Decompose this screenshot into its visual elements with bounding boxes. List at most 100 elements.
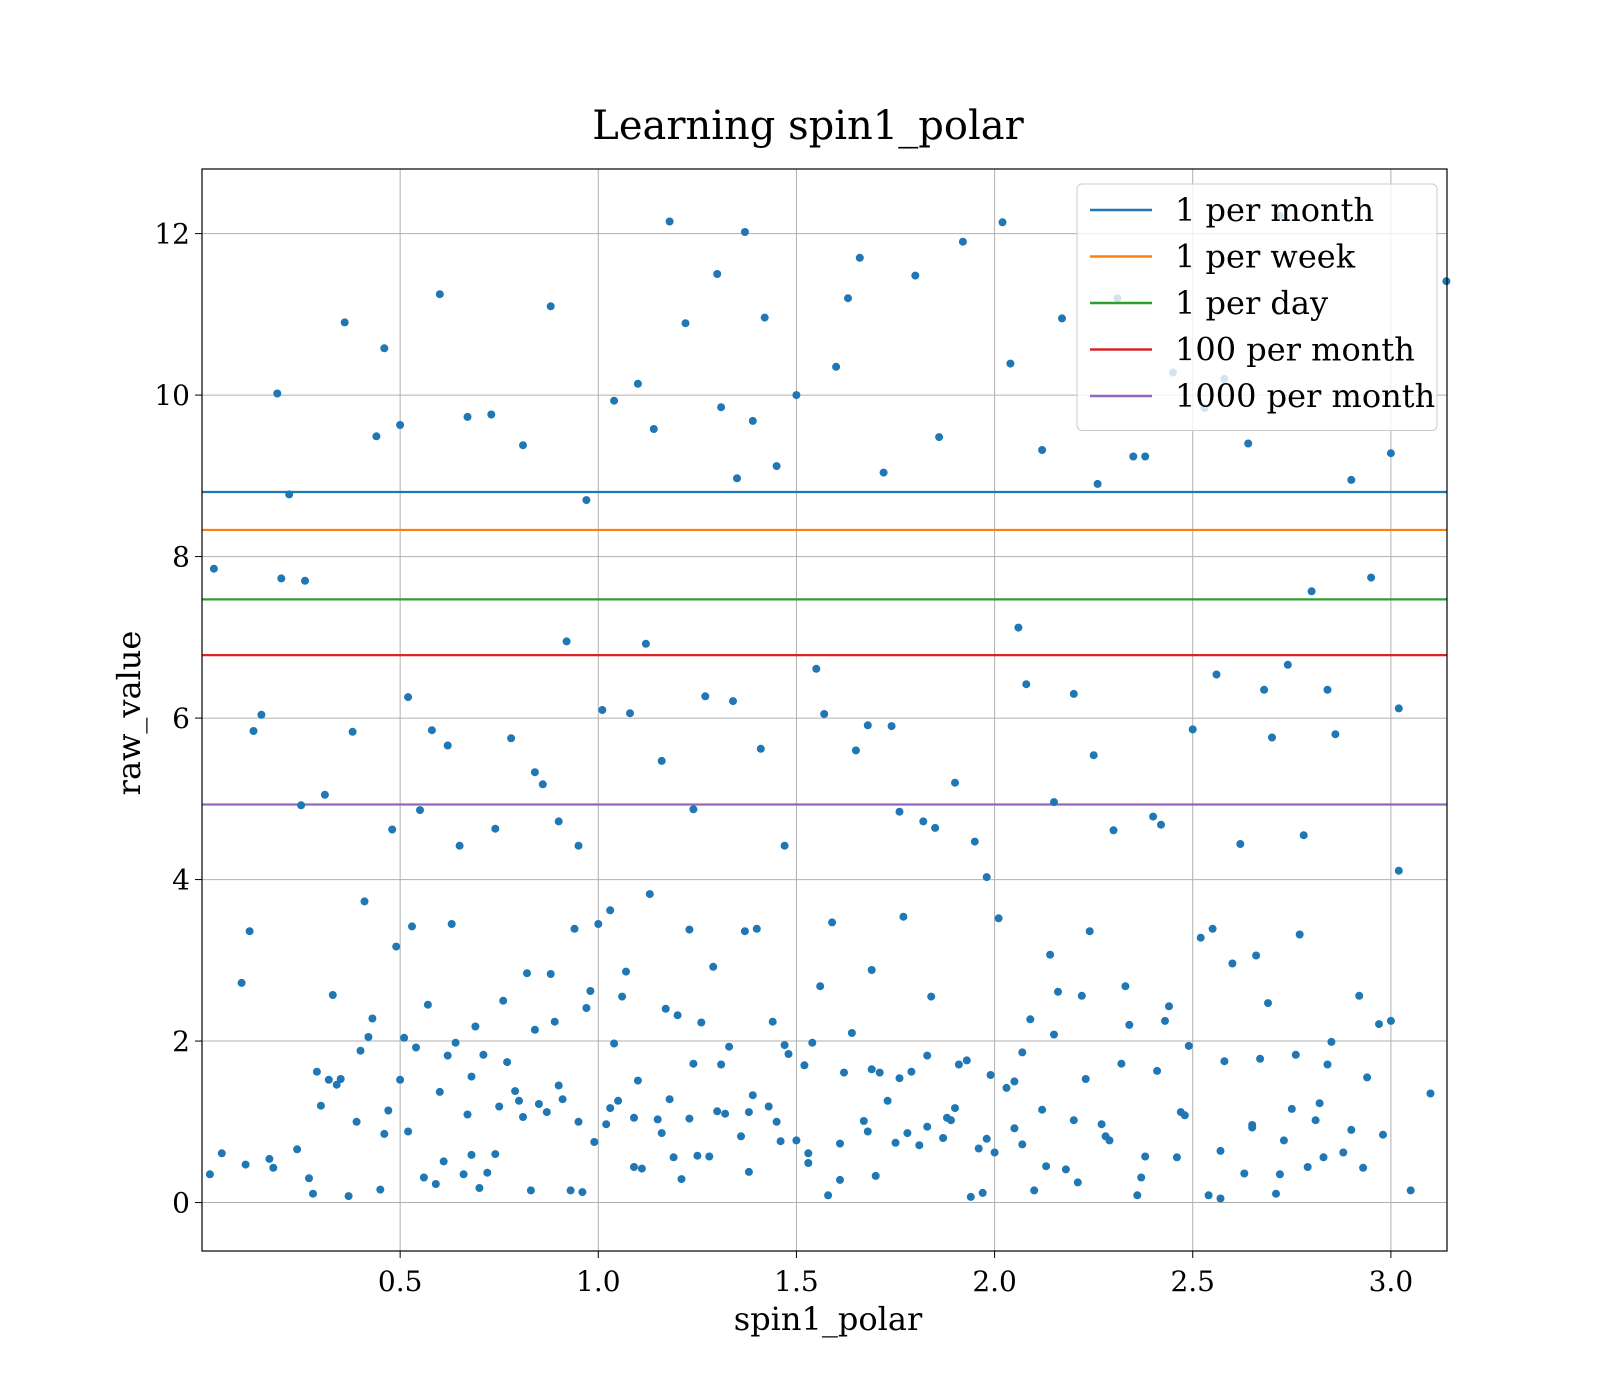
scatter-point [511,1087,520,1096]
scatter-point [1058,314,1066,323]
scatter-point [546,302,555,311]
scatter-point [1105,1136,1114,1145]
scatter-point [859,1117,868,1125]
scatter-point [974,1144,983,1153]
scatter-point [1244,439,1253,448]
scatter-point [717,1060,726,1069]
scatter-point [641,639,650,648]
y-tick-label: 0 [172,1187,190,1220]
scatter-point [669,1153,678,1162]
scatter-point [1252,951,1261,960]
scatter-point [721,1109,730,1118]
scatter-point [530,768,539,777]
scatter-point [661,1004,670,1013]
scatter-point [982,873,991,882]
scatter-point [962,1056,971,1065]
y-tick-label: 8 [172,541,190,574]
scatter-point [1129,452,1138,461]
scatter-point [1275,1170,1284,1179]
scatter-point [618,992,627,1001]
scatter-point [1204,1191,1213,1200]
scatter-point [1141,1152,1150,1161]
scatter-point [538,780,547,789]
scatter-point [285,490,294,499]
scatter-point [645,890,654,899]
scatter-point [744,1108,753,1117]
scatter-point [689,805,698,814]
scatter-point [336,1075,345,1083]
legend-label: 1000 per month [1175,377,1435,415]
scatter-point [911,271,920,280]
y-tick-label: 12 [154,218,190,251]
scatter-point [1141,452,1150,461]
scatter-point [1061,1165,1070,1174]
scatter-point [332,1080,341,1089]
scatter-point [1046,950,1055,959]
scatter-point [519,441,527,450]
scatter-point [1386,449,1395,458]
scatter-point [1355,991,1364,1000]
scatter-point [237,978,246,987]
scatter-point [867,966,876,974]
x-tick-label: 2.0 [972,1265,1017,1298]
scatter-point [1030,1186,1039,1195]
scatter-point [463,412,472,421]
y-tick-label: 4 [172,864,190,897]
x-tick-label: 0.5 [378,1265,423,1298]
scatter-point [574,1117,583,1126]
scatter-point [408,922,416,931]
scatter-point [879,468,888,477]
scatter-point [863,721,872,730]
scatter-point [1303,1163,1312,1171]
scatter-point [348,727,357,736]
scatter-point [947,1116,955,1125]
scatter-point [725,1042,734,1051]
scatter-point [376,1185,385,1194]
scatter-point [372,432,381,441]
scatter-point [951,778,959,787]
scatter-point [1268,733,1276,742]
scatter-point [986,1071,995,1079]
scatter-point [705,1152,714,1161]
scatter-point [1248,1121,1257,1129]
scatter-point [419,1173,428,1182]
scatter-point [578,1188,587,1197]
x-tick-label: 1.5 [774,1265,819,1298]
legend-label: 1 per month [1175,191,1374,229]
scatter-point [808,1038,817,1047]
scatter-point [1180,1111,1189,1120]
scatter-point [328,991,337,999]
scatter-point [550,1017,559,1026]
scatter-point [657,756,666,765]
scatter-point [1050,1030,1058,1039]
scatter-point [1022,680,1031,689]
scatter-point [792,391,801,400]
scatter-point [523,969,531,978]
scatter-point [1264,999,1272,1008]
scatter-point [491,1150,500,1159]
scatter-point [1287,1104,1296,1113]
scatter-point [586,987,595,995]
scatter-point [693,1151,702,1160]
scatter-point [733,474,741,483]
scatter-point [966,1192,975,1201]
scatter-point [526,1186,535,1195]
scatter-point [895,807,904,816]
scatter-point [630,1113,638,1122]
scatter-point [404,693,413,702]
scatter-point [1295,930,1304,939]
scatter-point [503,1058,512,1067]
scatter-point [1109,826,1118,835]
scatter-point [1081,1075,1090,1083]
scatter-point [1089,751,1098,760]
scatter-point [748,1091,757,1100]
y-tick-label: 6 [172,702,190,735]
scatter-point [1323,1060,1332,1069]
scatter-point [582,1004,591,1012]
legend-label: 1 per day [1175,284,1328,322]
scatter-point [875,1068,884,1077]
scatter-point [1157,820,1165,829]
scatter-point [1279,1136,1288,1145]
scatter-point [566,1186,575,1195]
